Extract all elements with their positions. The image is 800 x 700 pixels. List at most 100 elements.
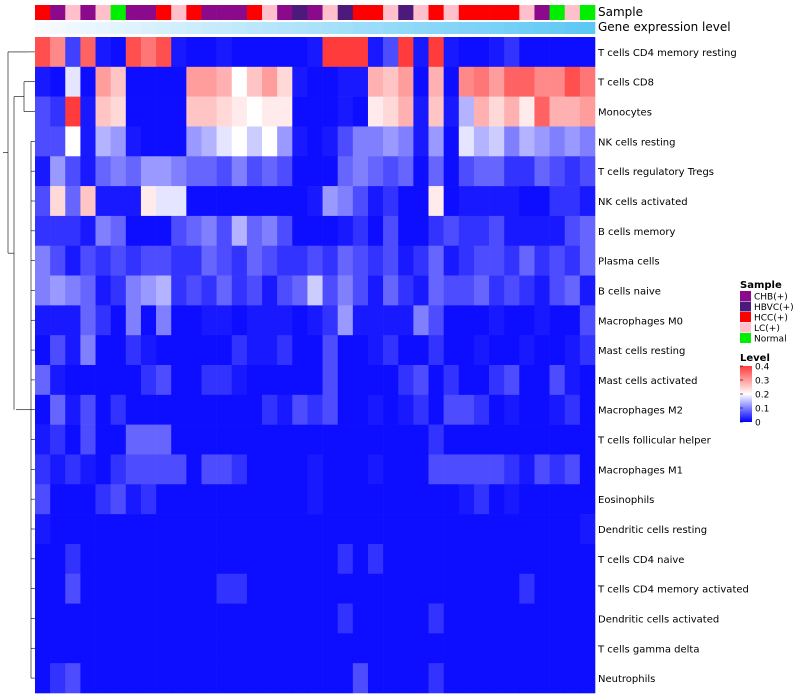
heatmap-cell — [504, 484, 520, 515]
heatmap-cell — [504, 633, 520, 664]
heatmap-cell — [579, 186, 596, 217]
heatmap-cell — [186, 543, 202, 575]
heatmap-cell — [201, 275, 217, 306]
heatmap-cell — [473, 335, 490, 366]
heatmap-cell — [534, 484, 550, 515]
heatmap-cell — [504, 245, 520, 276]
heatmap-cell — [50, 543, 66, 575]
heatmap-cell — [458, 335, 475, 366]
heatmap-cell — [367, 245, 384, 276]
heatmap-cell — [322, 663, 339, 694]
heatmap-cell — [262, 454, 278, 485]
heatmap-cell — [186, 424, 202, 455]
heatmap-cell — [413, 126, 429, 157]
expression-level-cell — [307, 22, 323, 34]
sample-annotation-cell — [307, 5, 323, 20]
heatmap-cell — [307, 37, 323, 68]
heatmap-cell — [413, 424, 429, 455]
heatmap-cell — [504, 37, 520, 68]
heatmap-cell — [473, 663, 490, 694]
heatmap-cell — [458, 663, 475, 694]
heatmap-cell — [95, 335, 111, 366]
heatmap-cell — [246, 66, 263, 97]
heatmap-cell — [140, 126, 157, 157]
heatmap-cell — [35, 484, 51, 515]
heatmap-cell — [35, 573, 51, 604]
row-label: T cells CD4 memory activated — [597, 585, 749, 596]
heatmap-cell — [519, 365, 535, 396]
heatmap-cell — [367, 335, 384, 366]
heatmap-cell — [231, 215, 248, 247]
heatmap-cell — [292, 66, 308, 97]
heatmap-cell — [201, 305, 217, 336]
heatmap-cell — [140, 484, 157, 515]
heatmap-cell — [413, 573, 429, 604]
heatmap-cell — [519, 37, 535, 68]
heatmap-cell — [156, 514, 172, 545]
heatmap-cell — [292, 37, 308, 68]
heatmap-cell — [519, 305, 535, 336]
heatmap-cell — [489, 365, 505, 396]
heatmap-cell — [489, 335, 505, 366]
heatmap-cell — [292, 96, 308, 127]
heatmap-cell — [428, 365, 444, 396]
heatmap-cell — [337, 335, 354, 366]
legend-level-ticks: 0.4 0.3 0.2 0.1 0 — [740, 363, 770, 429]
sample-annotation-track — [35, 5, 596, 20]
heatmap-cell — [519, 335, 535, 366]
heatmap-cell — [579, 663, 596, 694]
heatmap-cell — [322, 335, 339, 366]
heatmap-cell — [156, 126, 172, 157]
heatmap-cell — [156, 245, 172, 276]
heatmap-cell — [337, 275, 354, 306]
heatmap-cell — [489, 37, 505, 68]
heatmap-cell — [579, 305, 596, 336]
heatmap-cell — [156, 96, 172, 127]
row-label: Plasma cells — [598, 257, 660, 268]
heatmap-cell — [534, 365, 550, 396]
heatmap-cell — [383, 37, 399, 68]
heatmap-cell — [186, 365, 202, 396]
heatmap-cell — [201, 156, 217, 187]
row-label: Eosinophils — [598, 495, 654, 506]
heatmap-cell — [413, 365, 429, 396]
heatmap-cell — [50, 573, 66, 604]
legend-tick-label: 0.4 — [755, 363, 770, 373]
heatmap-cell — [307, 66, 323, 97]
heatmap-cell — [413, 394, 429, 425]
heatmap-cell — [519, 66, 535, 97]
heatmap-cell — [186, 663, 202, 694]
heatmap-cell — [352, 156, 369, 187]
heatmap-cell — [307, 156, 323, 187]
heatmap-cell — [125, 66, 142, 97]
heatmap-cell — [473, 37, 490, 68]
heatmap-cell — [383, 484, 399, 515]
heatmap-cell — [443, 66, 460, 97]
heatmap-cell — [110, 245, 127, 276]
heatmap-cell — [458, 305, 475, 336]
heatmap-cell — [186, 633, 202, 664]
sample-annotation-cell — [534, 5, 550, 20]
row-label: Mast cells resting — [598, 346, 685, 357]
heatmap-cell — [549, 37, 566, 68]
heatmap-cell — [352, 245, 369, 276]
heatmap-cell — [50, 245, 66, 276]
expression-level-cell — [156, 22, 172, 34]
heatmap-cell — [383, 245, 399, 276]
heatmap-cell — [458, 543, 475, 575]
heatmap-cell — [352, 37, 369, 68]
heatmap-cell — [292, 454, 308, 485]
legend-label: HBVC(+) — [754, 303, 794, 313]
heatmap-cell — [110, 186, 127, 217]
heatmap-cell — [156, 305, 172, 336]
heatmap-cell — [246, 305, 263, 336]
heatmap-cell — [125, 663, 142, 694]
expression-level-cell — [35, 22, 51, 34]
heatmap-cell — [579, 37, 596, 68]
heatmap-cell — [398, 543, 414, 575]
heatmap-cell — [579, 484, 596, 515]
heatmap-cell — [564, 365, 581, 396]
heatmap-cell — [125, 484, 142, 515]
heatmap-cell — [534, 66, 550, 97]
sample-annotation-cell — [231, 5, 248, 20]
